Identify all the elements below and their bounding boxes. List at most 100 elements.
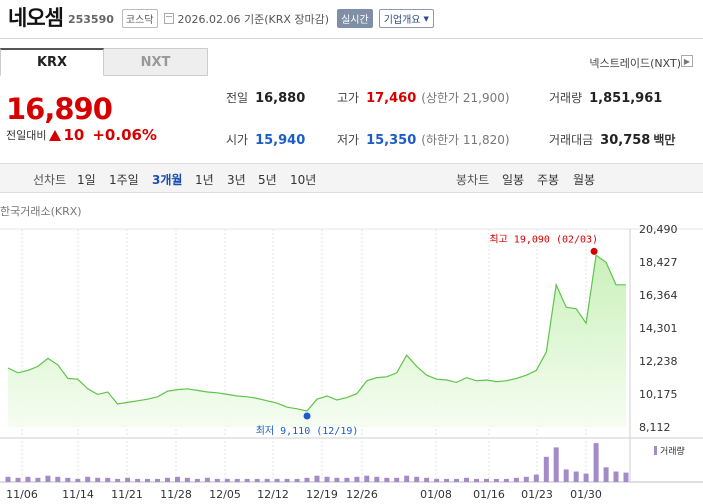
volume-bar [394,477,400,482]
quote-label: 거래량 [549,91,583,105]
volume-bar [224,478,230,482]
volume-bar [155,478,160,482]
quote-label: 시가 [226,133,249,147]
period-10y[interactable]: 10년 [290,173,317,187]
y-tick-label: 16,364 [639,289,678,302]
y-tick-label: 12,238 [639,355,678,368]
volume-bar [404,475,410,482]
volume-bar [45,475,51,482]
volume-bar [543,456,549,482]
change-amount: 10 [63,126,85,144]
company-overview-label: 기업개요 [383,15,421,26]
candle-weekly[interactable]: 주봉 [537,173,560,187]
x-tick-label: 12/12 [257,488,289,501]
chart-source: 한국거래소(KRX) [0,205,82,218]
quote-value: 30,758 [600,133,651,148]
period-1y[interactable]: 1년 [195,173,214,187]
x-tick-label: 01/16 [473,488,505,501]
change-percent: +0.06% [92,126,157,144]
period-1d[interactable]: 1일 [77,173,96,187]
volume-bar [573,471,579,482]
change-label: 전일대비 [6,129,47,142]
volume-bar [414,476,420,483]
volume-bar [294,478,300,482]
volume-bar [254,478,260,482]
volume-bar [434,478,440,482]
price-area-fill [8,255,626,427]
volume-bar [125,477,131,482]
volume-bar [493,478,499,482]
volume-bar [464,477,469,482]
volume-bar [15,477,21,482]
candle-monthly[interactable]: 월봉 [573,173,596,187]
volume-bar [194,478,200,482]
volume-bar [115,478,121,482]
quote-label: 고가 [337,91,360,105]
volume-bars [5,443,629,483]
period-5y[interactable]: 5년 [258,173,277,187]
volume-bar [623,472,629,483]
quote-low: 저가 15,350 (하한가 11,820) [337,131,510,148]
period-3y[interactable]: 3년 [227,173,246,187]
low-marker [303,412,311,420]
volume-bar [613,471,619,482]
volume-bar [184,477,190,482]
chevron-right-icon[interactable]: ▶ [681,55,693,67]
x-tick-label: 01/30 [570,488,602,501]
quote-open: 시가 15,940 [226,131,305,148]
volume-bar [374,476,380,483]
tab-nxt[interactable]: NXT [104,48,208,76]
quote-label: 거래대금 [549,133,594,147]
candle-daily[interactable]: 일봉 [502,173,525,187]
realtime-button[interactable]: 실시간 [337,9,373,28]
volume-bar [75,478,81,482]
x-tick-label: 11/28 [160,488,192,501]
volume-bar [35,477,41,482]
volume-legend-swatch [654,446,657,455]
exchange-tabs: KRX NXT [0,48,208,76]
volume-bar [55,476,61,483]
nextrade-link[interactable]: 넥스트레이드(NXT) [589,57,681,70]
stock-name: 네오셈 [8,6,64,30]
chart-axes: 20,490 18,427 16,364 14,301 12,238 10,175 8,11… [6,223,685,501]
x-tick-label: 01/23 [521,488,553,501]
volume-bar [145,478,150,482]
low-label: 최저 9,110 (12/19) [256,425,359,437]
volume-bar [424,477,430,482]
volume-bar [274,478,280,482]
volume-bar [364,475,370,482]
market-badge: 코스닥 [121,9,158,28]
volume-bar [474,478,479,482]
price-line [7,254,626,412]
y-tick-label: 14,301 [639,322,678,335]
volume-bar [5,476,11,483]
x-tick-label: 11/21 [111,488,143,501]
line-chart-label: 선차트 [33,173,67,187]
volume-bar [25,476,31,483]
volume-bar [214,478,220,482]
company-overview-button[interactable]: 기업개요 ▼ [378,9,434,28]
quote-prev-close: 전일 16,880 [226,89,305,106]
quote-value: 16,880 [255,91,306,106]
period-3m[interactable]: 3개월 [152,173,183,187]
volume-bar [165,477,170,482]
quote-date: 2026.02.06 기준(KRX 장마감) [177,12,330,26]
quote-value: 15,350 [366,133,417,148]
quote-value: 15,940 [255,133,306,148]
period-1w[interactable]: 1주일 [109,173,139,187]
volume-bar [95,477,101,482]
y-tick-label: 20,490 [639,223,678,236]
quote-label: 전일 [226,91,249,105]
volume-bar [175,476,180,483]
tab-krx[interactable]: KRX [0,48,104,76]
up-triangle-icon [49,129,62,141]
volume-bar [593,443,599,482]
volume-bar [244,478,250,482]
lower-limit: (하한가 11,820) [421,133,510,147]
volume-bar [334,477,340,482]
volume-bar [344,477,350,482]
quote-unit: 백만 [653,133,676,147]
volume-bar [583,473,589,482]
volume-bar [503,478,509,482]
volume-bar [354,476,360,483]
